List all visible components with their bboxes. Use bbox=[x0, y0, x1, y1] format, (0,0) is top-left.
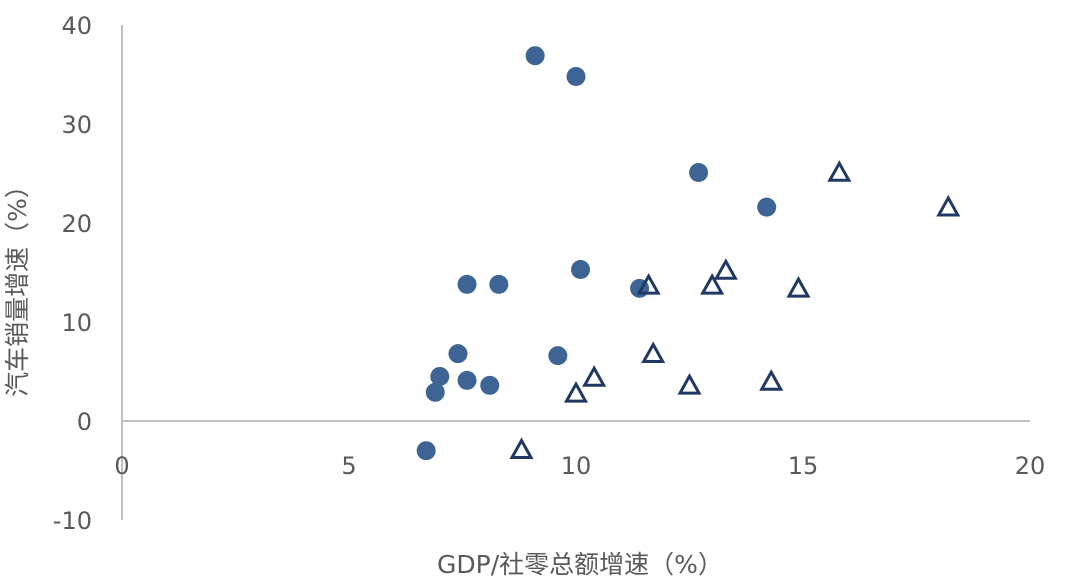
y-tick-label: 20 bbox=[61, 210, 92, 238]
circle-point bbox=[430, 366, 450, 386]
circle-point bbox=[689, 163, 709, 183]
triangle-point bbox=[827, 160, 852, 182]
triangle-point bbox=[713, 258, 738, 280]
axes bbox=[121, 25, 1030, 520]
triangle-point bbox=[582, 365, 607, 387]
x-tick-label: 20 bbox=[1015, 452, 1046, 480]
circle-point bbox=[757, 197, 777, 217]
triangle-point bbox=[563, 380, 589, 403]
triangle-point bbox=[700, 273, 725, 295]
triangle-point bbox=[641, 341, 666, 363]
circle-point bbox=[457, 274, 477, 294]
circle-point bbox=[416, 441, 436, 461]
circle-point bbox=[571, 260, 591, 280]
x-tick-label: 10 bbox=[561, 452, 592, 480]
triangle-point bbox=[509, 437, 534, 459]
triangle-point bbox=[677, 373, 702, 395]
circle-point bbox=[448, 344, 468, 364]
triangle-point bbox=[636, 273, 661, 295]
circle-point bbox=[489, 274, 509, 294]
y-tick-label: 40 bbox=[61, 12, 92, 40]
y-tick-label: -10 bbox=[53, 507, 92, 535]
triangle-point bbox=[759, 369, 784, 391]
tick-labels: -10 0 10 20 30 40 0 5 10 15 20 bbox=[53, 12, 1045, 535]
triangle-point bbox=[786, 276, 811, 298]
triangle-point bbox=[936, 194, 961, 217]
circle-point bbox=[457, 370, 477, 390]
y-axis-title: 汽车销量增速（%） bbox=[3, 173, 32, 397]
y-tick-label: 10 bbox=[61, 309, 92, 337]
circle-point bbox=[480, 375, 500, 395]
data-points bbox=[416, 46, 961, 461]
x-tick-label: 0 bbox=[114, 452, 129, 480]
circle-point bbox=[566, 66, 586, 86]
circle-point bbox=[548, 346, 568, 366]
y-tick-label: 30 bbox=[61, 111, 92, 139]
x-tick-label: 15 bbox=[788, 452, 819, 480]
circle-point bbox=[425, 382, 445, 402]
y-tick-label: 0 bbox=[77, 408, 92, 436]
circle-point bbox=[525, 46, 545, 66]
x-axis-title: GDP/社零总额增速（%） bbox=[437, 550, 723, 579]
x-tick-label: 5 bbox=[341, 452, 356, 480]
